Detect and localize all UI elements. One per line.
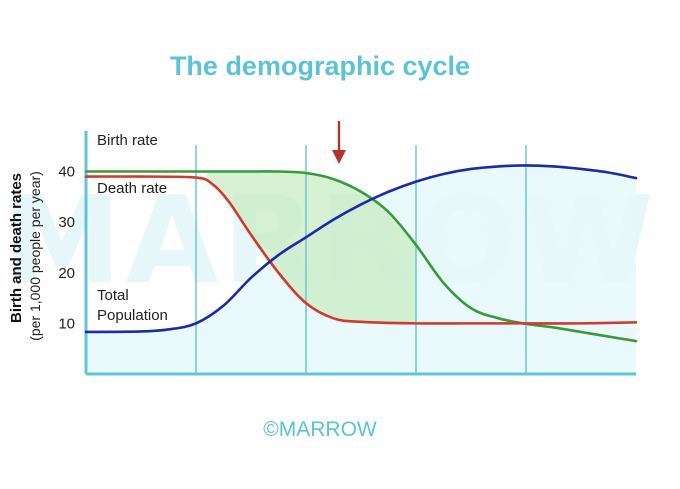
series-labels: Birth rate Death rate Total Population	[97, 132, 168, 324]
y-tick-label: 40	[58, 164, 75, 181]
birth-label: Birth rate	[97, 132, 158, 149]
footer-brand: ©MARROW	[263, 418, 377, 441]
natural-increase-fill	[207, 171, 416, 324]
population-line	[84, 164, 638, 334]
chart-title: The demographic cycle	[170, 51, 470, 81]
stage-arrow	[332, 121, 346, 164]
death-label: Death rate	[97, 180, 167, 197]
arrow-head	[332, 150, 346, 164]
death-line	[84, 175, 638, 325]
y-tick-label: 10	[58, 315, 75, 332]
y-tick-label: 20	[58, 265, 75, 282]
y-axis-label: Birth and death rates	[8, 173, 25, 323]
y-tick-label: 30	[58, 214, 75, 231]
population-label: Population	[97, 307, 168, 324]
stage-dividers	[195, 145, 527, 374]
birth-line	[84, 170, 638, 343]
area-fills	[86, 165, 636, 374]
y-axis-sublabel: (per 1,000 people per year)	[27, 171, 43, 341]
y-tick-labels: 10 20 30 40	[58, 164, 75, 333]
series-lines	[84, 164, 638, 343]
population-label: Total	[97, 287, 129, 304]
